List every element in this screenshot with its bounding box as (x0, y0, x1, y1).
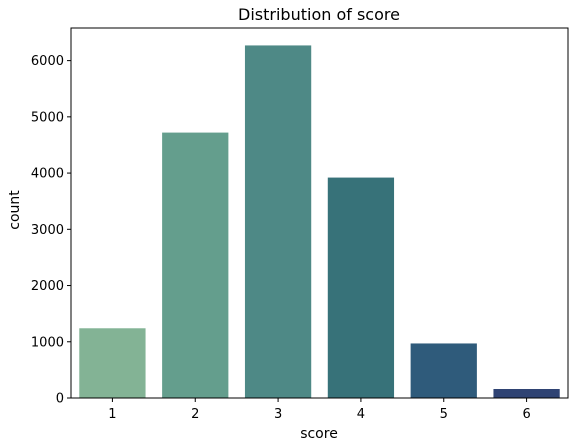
y-tick-label: 3000 (31, 223, 64, 238)
bar-score-2 (162, 132, 229, 398)
bars-group (79, 45, 560, 398)
x-tick-label: 1 (108, 407, 116, 422)
y-tick-label: 6000 (31, 54, 64, 69)
bar-score-4 (327, 177, 395, 398)
bar-score-5 (410, 343, 477, 398)
y-tick-label: 1000 (31, 335, 64, 350)
y-tick-label: 4000 (31, 167, 64, 182)
x-axis-label: score (300, 426, 338, 440)
bar-score-1 (79, 328, 146, 398)
x-tick-label: 6 (522, 407, 530, 422)
x-axis-ticks: 1 2 3 4 5 6 (108, 398, 531, 422)
bar-score-3 (244, 45, 312, 398)
y-tick-label: 5000 (31, 110, 64, 125)
y-tick-label: 0 (56, 392, 64, 407)
y-tick-label: 2000 (31, 279, 64, 294)
chart-title: Distribution of score (238, 5, 400, 24)
x-tick-label: 2 (191, 407, 199, 422)
plot-frame (70, 27, 569, 399)
x-tick-label: 3 (274, 407, 282, 422)
x-tick-label: 4 (357, 407, 365, 422)
y-axis-label: count (7, 190, 23, 230)
y-axis-ticks: 0 1000 2000 3000 4000 5000 6000 (31, 54, 71, 407)
bar-score-6 (493, 389, 560, 398)
x-tick-label: 5 (440, 407, 448, 422)
